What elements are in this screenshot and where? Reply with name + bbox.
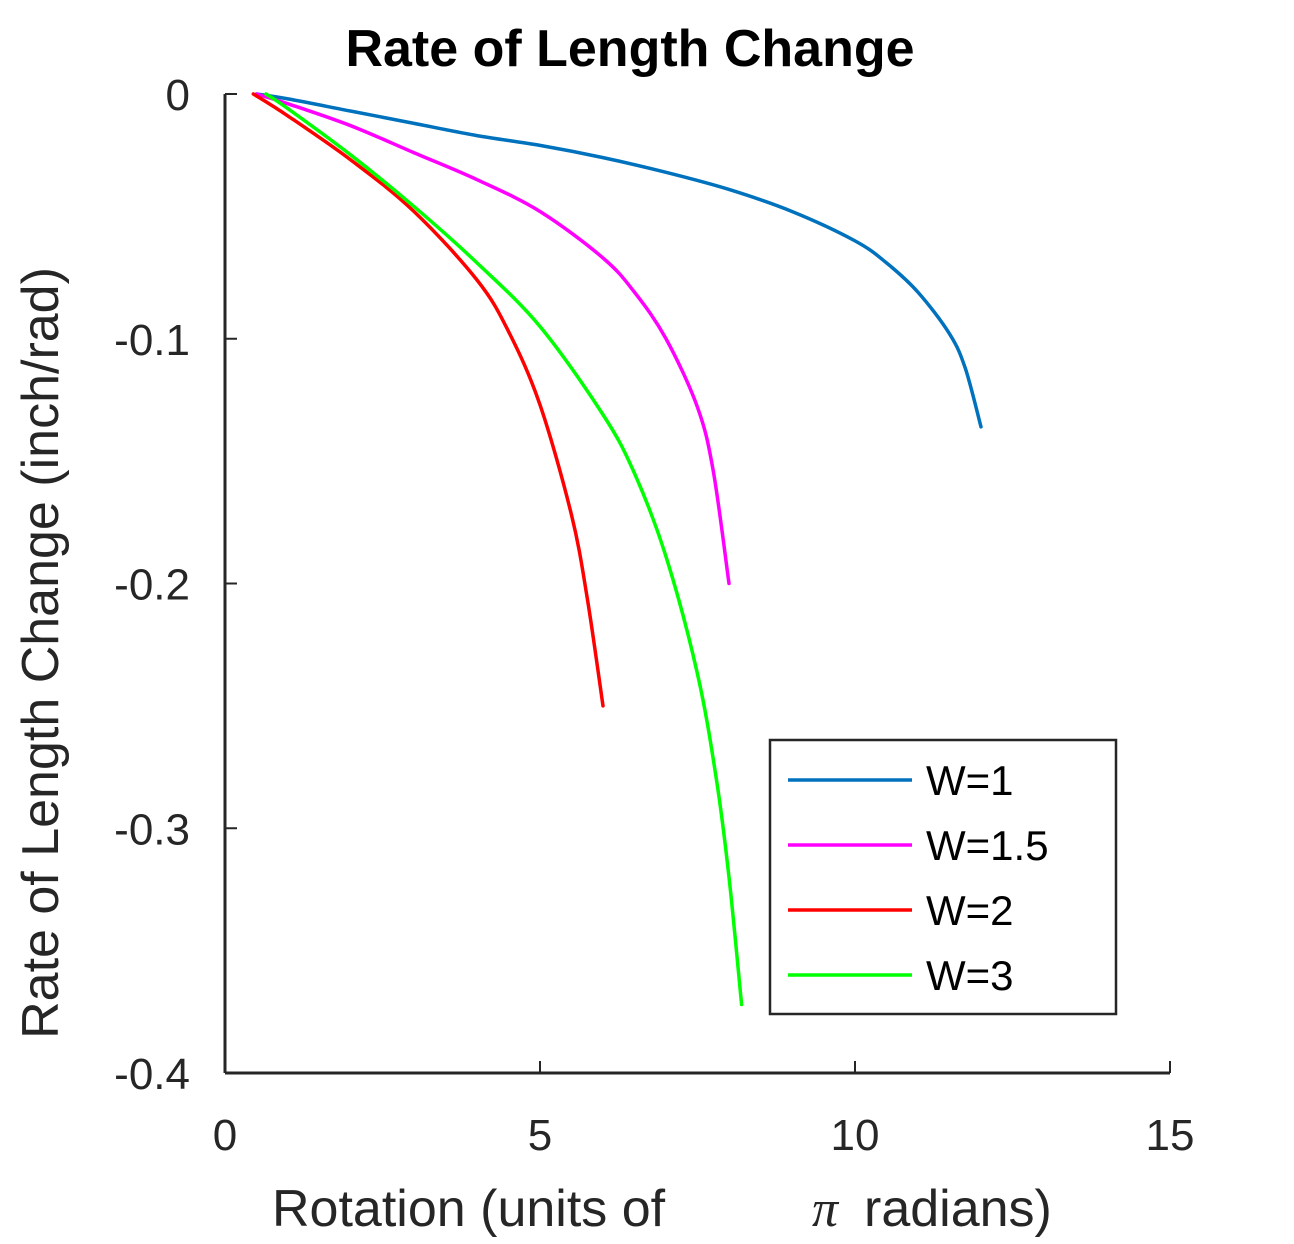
series-line-w-1-5	[254, 92, 731, 586]
legend-label-w-1-5: W=1.5	[926, 822, 1049, 869]
x-axis-label-pi-symbol: π	[812, 1181, 840, 1238]
y-tick-label: 0	[166, 71, 190, 120]
legend-label-w-2: W=2	[926, 887, 1014, 934]
series-line-w-2	[251, 92, 605, 708]
legend-label-w-1: W=1	[926, 757, 1014, 804]
x-tick-label: 0	[213, 1111, 237, 1160]
chart-title: Rate of Length Change	[345, 20, 914, 78]
axes	[223, 93, 1171, 1075]
x-tick-label: 15	[1146, 1111, 1195, 1160]
x-axis-label-suffix: radians)	[864, 1180, 1052, 1238]
y-tick-label: -0.1	[114, 316, 190, 365]
y-tick-label: -0.3	[114, 805, 190, 854]
series-line-w-3	[264, 92, 744, 1007]
x-axis-label: Rotation (units of π radians)	[272, 1180, 1052, 1238]
series-lines	[251, 92, 983, 1007]
y-axis-label: Rate of Length Change (inch/rad)	[12, 267, 70, 1039]
x-tick-label: 5	[528, 1111, 552, 1160]
x-tick-label: 10	[831, 1111, 880, 1160]
legend-items: W=1 W=1.5 W=2 W=3	[788, 757, 1049, 999]
y-tick-label: -0.4	[114, 1050, 190, 1099]
x-axis-label-text: Rotation (units of	[272, 1180, 666, 1238]
series-line-w-1	[254, 92, 983, 429]
legend: W=1 W=1.5 W=2 W=3	[768, 738, 1118, 1016]
legend-box	[768, 738, 1118, 1016]
y-tick-label: -0.2	[114, 561, 190, 610]
legend-label-w-3: W=3	[926, 952, 1014, 999]
x-tick-labels: 0 5 10 15	[213, 1111, 1195, 1160]
y-tick-labels: 0 -0.1 -0.2 -0.3 -0.4	[114, 71, 190, 1099]
